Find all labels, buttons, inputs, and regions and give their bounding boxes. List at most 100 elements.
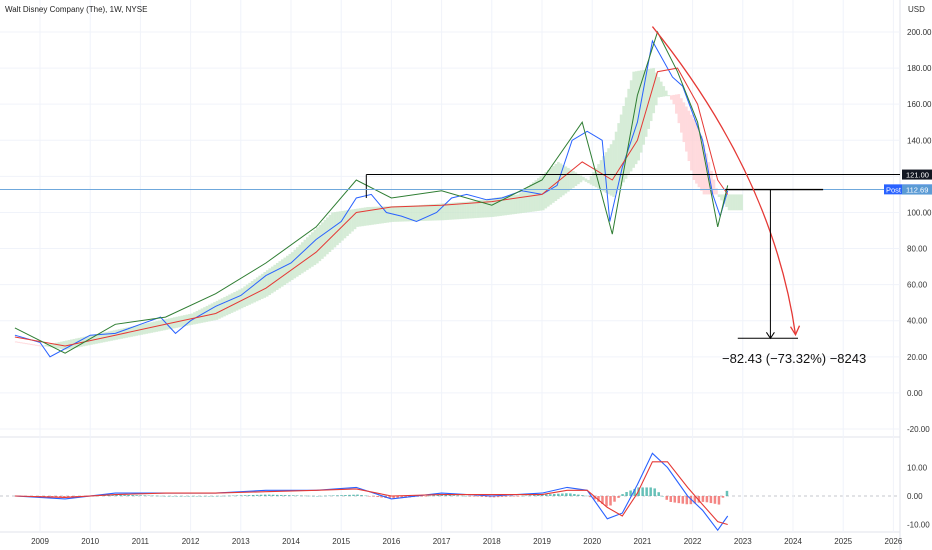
cloud-segment	[431, 204, 435, 221]
histogram-bar	[633, 488, 636, 496]
histogram-bar	[340, 495, 343, 496]
histogram-bar	[693, 496, 697, 504]
cloud-segment	[439, 203, 442, 221]
cloud-segment	[642, 69, 645, 145]
histogram-bar	[119, 494, 122, 496]
cloud-segment	[629, 80, 633, 172]
histogram-bar	[516, 496, 520, 497]
cloud-segment	[396, 205, 400, 222]
histogram-bar	[432, 495, 436, 496]
histogram-bar	[665, 496, 668, 500]
histogram-bar	[55, 496, 58, 498]
cloud-segment	[444, 203, 447, 221]
histogram-bar	[709, 496, 713, 504]
cloud-segment	[675, 94, 678, 114]
histogram-bar	[155, 495, 158, 497]
cloud-segment	[687, 110, 691, 162]
histogram-bar	[175, 496, 179, 497]
cloud-segment	[406, 205, 410, 222]
cloud-segment	[373, 206, 377, 225]
time-tick-label: 2009	[31, 537, 49, 546]
currency-label: USD	[908, 5, 925, 14]
cloud-segment	[715, 188, 718, 195]
cloud-segment	[577, 173, 580, 185]
cloud-segment	[348, 209, 352, 234]
histogram-bar	[725, 490, 729, 496]
cloud-segment	[559, 163, 563, 198]
resistance-price-badge-bg	[902, 169, 932, 180]
cloud-segment	[670, 95, 673, 100]
cloud-segment	[685, 106, 688, 152]
histogram-bar	[356, 494, 359, 496]
histogram-bar	[223, 495, 227, 497]
histogram-bar	[673, 496, 677, 503]
histogram-bar	[569, 493, 572, 496]
cloud-segment	[597, 164, 600, 189]
price-tick-label: 40.00	[907, 317, 928, 326]
histogram-bar	[697, 496, 701, 503]
cloud-segment	[602, 156, 605, 192]
histogram-bar	[231, 495, 235, 497]
cloud-segment	[361, 207, 364, 227]
cloud-segment	[220, 298, 224, 318]
cloud-segment	[37, 345, 41, 347]
histogram-bar	[553, 493, 556, 496]
cloud-segment	[323, 219, 327, 257]
time-tick-label: 2015	[332, 537, 350, 546]
histogram-bar	[392, 496, 395, 499]
cloud-segment	[604, 152, 608, 193]
cloud-segment	[547, 170, 550, 207]
histogram-bar	[227, 495, 231, 497]
histogram-bar	[561, 493, 564, 496]
cloud-segment	[466, 201, 470, 219]
histogram-bar	[428, 495, 432, 497]
histogram-bar	[159, 495, 162, 497]
cloud-segment	[469, 201, 472, 219]
histogram-bar	[524, 495, 528, 497]
histogram-bar	[251, 494, 255, 496]
cloud-segment	[403, 205, 407, 222]
cloud-segment	[228, 294, 231, 315]
cloud-segment	[481, 199, 485, 218]
cloud-segment	[717, 194, 721, 198]
cloud-segment	[45, 344, 48, 347]
histogram-bar	[472, 496, 476, 497]
cloud-segment	[667, 95, 671, 97]
cloud-segment	[285, 255, 289, 284]
price-tick-label: 20.00	[907, 353, 928, 362]
time-tick-label: 2026	[885, 537, 903, 546]
price-tick-label: 160.00	[907, 100, 932, 109]
histogram-bar	[275, 494, 279, 496]
cloud-segment	[225, 295, 229, 316]
histogram-bar	[448, 494, 452, 496]
cloud-segment	[506, 195, 510, 215]
cloud-segment	[436, 203, 440, 221]
histogram-bar	[536, 494, 540, 496]
histogram-bar	[328, 495, 331, 497]
histogram-bar	[199, 496, 203, 497]
cloud-segment	[476, 200, 480, 218]
histogram-bar	[685, 496, 689, 505]
histogram-bar	[577, 494, 580, 496]
cloud-segment	[509, 195, 512, 215]
cloud-segment	[526, 186, 530, 213]
cloud-segment	[471, 200, 475, 219]
histogram-bar	[332, 495, 335, 496]
cloud-segment	[542, 174, 545, 211]
cloud-segment	[14, 341, 18, 343]
histogram-bar	[211, 496, 215, 497]
forecast-arrowhead	[789, 325, 801, 337]
cloud-segment	[383, 206, 387, 223]
cloud-segment	[619, 114, 623, 187]
cloud-segment	[378, 206, 382, 224]
price-tick-label: 0.00	[907, 389, 923, 398]
time-axis[interactable]: 2009 2010 2011 2012 2013 2014 2015 2016 2017 2018…	[31, 537, 903, 546]
time-tick-label: 2011	[132, 537, 150, 546]
cloud-segment	[531, 182, 535, 212]
histogram-bar	[296, 495, 299, 496]
resistance-price-badge: 121.00	[906, 171, 929, 180]
histogram-bar	[460, 495, 464, 497]
histogram-bar	[255, 494, 259, 496]
forecast-annotation: −82.43 (−73.32%) −8243	[651, 26, 866, 366]
